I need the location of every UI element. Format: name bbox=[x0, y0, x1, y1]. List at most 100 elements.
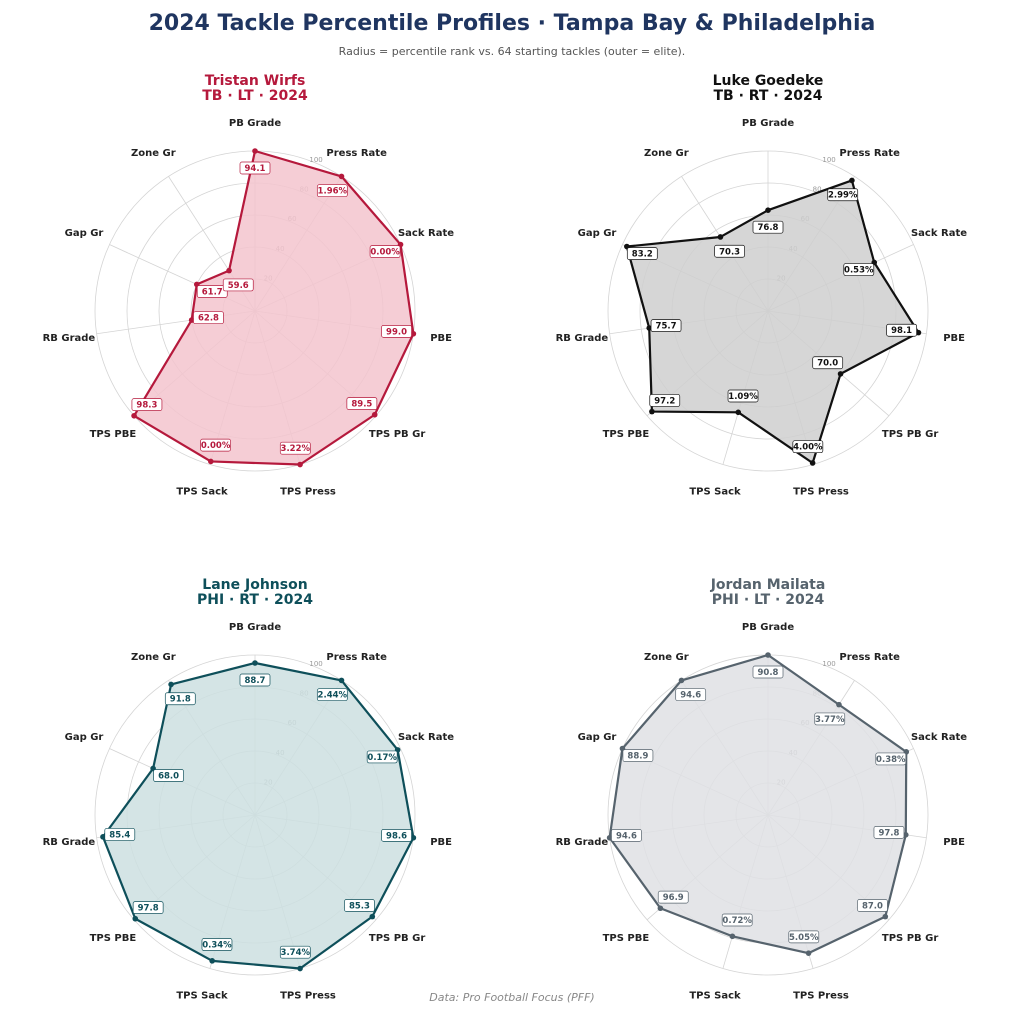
point-label-box bbox=[792, 440, 824, 454]
point-label-box bbox=[164, 692, 196, 706]
axis-label: Zone Gr bbox=[644, 652, 689, 663]
point-label-box bbox=[886, 323, 917, 337]
axis-label: Zone Gr bbox=[131, 652, 176, 663]
point-label: 61.7 bbox=[202, 287, 223, 297]
point-label: 90.8 bbox=[758, 668, 779, 678]
axis-label: Sack Rate bbox=[911, 732, 967, 743]
axis-label: TPS Sack bbox=[176, 486, 228, 497]
point-label: 97.2 bbox=[654, 396, 675, 406]
axis-label: Sack Rate bbox=[398, 732, 454, 743]
axis-label: TPS Press bbox=[793, 990, 849, 1001]
radar-point bbox=[765, 652, 771, 658]
point-label: 0.72% bbox=[722, 916, 752, 926]
point-label-box bbox=[222, 278, 254, 292]
point-label: 91.8 bbox=[170, 695, 191, 705]
r-tick-label: 100 bbox=[309, 156, 322, 164]
radar-area bbox=[608, 653, 908, 955]
point-label-box bbox=[279, 441, 311, 455]
point-label: 2.44% bbox=[318, 691, 348, 701]
point-label-box bbox=[873, 826, 905, 839]
point-label-box bbox=[316, 688, 348, 702]
point-label-box bbox=[857, 899, 888, 912]
axis-label: Press Rate bbox=[839, 652, 900, 663]
chart-title: Jordan Mailata bbox=[710, 577, 826, 593]
point-label: 0.38% bbox=[876, 755, 906, 765]
radar-point bbox=[188, 317, 195, 323]
point-label-box bbox=[752, 220, 784, 234]
axis-label: TPS PBE bbox=[603, 933, 650, 944]
axis-label: TPS PBE bbox=[90, 429, 137, 440]
point-label-box bbox=[812, 356, 844, 370]
axis-label: PB Grade bbox=[229, 118, 281, 129]
radar-point bbox=[208, 458, 214, 465]
radar-point bbox=[717, 234, 724, 240]
radar-point bbox=[735, 409, 742, 416]
radar-point bbox=[849, 177, 855, 184]
radar-point bbox=[252, 660, 258, 666]
point-label-box bbox=[346, 397, 378, 410]
radar-point bbox=[805, 950, 812, 956]
point-label-box bbox=[843, 263, 875, 276]
r-tick-label: 100 bbox=[822, 156, 835, 164]
point-label: 1.09% bbox=[728, 392, 758, 402]
point-label: 98.3 bbox=[136, 401, 157, 411]
axis-label: Zone Gr bbox=[131, 148, 176, 159]
radar-point bbox=[131, 412, 137, 419]
point-label: 59.6 bbox=[228, 281, 249, 291]
axis-label: TPS Sack bbox=[689, 990, 741, 1001]
point-label-box bbox=[381, 829, 412, 842]
r-tick-label: 100 bbox=[822, 660, 835, 668]
point-label: 85.3 bbox=[349, 902, 370, 912]
point-label: 68.0 bbox=[158, 772, 179, 782]
axis-label: TPS Press bbox=[280, 486, 336, 497]
point-label: 5.05% bbox=[789, 933, 819, 943]
axis-label: Gap Gr bbox=[578, 228, 617, 239]
point-label-box bbox=[649, 394, 681, 407]
chart-subtitle: PHI · LT · 2024 bbox=[712, 592, 825, 608]
radar-area bbox=[625, 179, 920, 465]
axis-label: RB Grade bbox=[43, 333, 96, 344]
axis-label: TPS PB Gr bbox=[369, 933, 425, 944]
radar-point bbox=[100, 834, 106, 840]
axis-label: Zone Gr bbox=[644, 148, 689, 159]
axis-label: Press Rate bbox=[839, 148, 900, 159]
radar-point bbox=[836, 701, 842, 708]
point-label: 85.4 bbox=[109, 830, 130, 840]
point-label-box bbox=[132, 901, 164, 914]
point-label: 0.00% bbox=[370, 248, 400, 258]
point-label: 89.5 bbox=[351, 400, 372, 410]
axis-label: RB Grade bbox=[556, 837, 609, 848]
point-label: 88.9 bbox=[627, 752, 648, 762]
radar-point bbox=[297, 461, 303, 468]
point-label: 0.53% bbox=[844, 266, 874, 276]
point-label-box bbox=[131, 398, 163, 411]
point-label-box bbox=[827, 188, 859, 202]
point-label: 3.74% bbox=[281, 948, 311, 958]
radar-point bbox=[252, 148, 258, 154]
point-label: 62.8 bbox=[198, 314, 219, 324]
point-label-box bbox=[611, 829, 642, 842]
axis-label: PBE bbox=[430, 333, 452, 344]
axis-label: Press Rate bbox=[326, 652, 387, 663]
axis-label: TPS Sack bbox=[176, 990, 228, 1001]
point-label: 4.00% bbox=[793, 443, 823, 453]
point-label: 1.96% bbox=[318, 187, 348, 197]
point-label-box bbox=[752, 665, 784, 679]
radar-point bbox=[168, 681, 174, 688]
point-label: 98.1 bbox=[891, 326, 912, 336]
radar-point bbox=[646, 325, 653, 331]
axis-label: PBE bbox=[943, 837, 965, 848]
point-label: 98.6 bbox=[386, 831, 407, 841]
radar-area bbox=[132, 149, 415, 466]
radar-point bbox=[410, 834, 417, 841]
point-label-box bbox=[104, 828, 136, 841]
chart-title: Tristan Wirfs bbox=[205, 73, 306, 89]
radar-point bbox=[729, 933, 736, 940]
point-label-box bbox=[622, 749, 654, 762]
point-label-box bbox=[788, 930, 820, 944]
point-label: 94.6 bbox=[680, 691, 701, 701]
point-label-box bbox=[714, 244, 745, 258]
point-label-box bbox=[727, 389, 759, 403]
radar-point bbox=[649, 408, 655, 415]
